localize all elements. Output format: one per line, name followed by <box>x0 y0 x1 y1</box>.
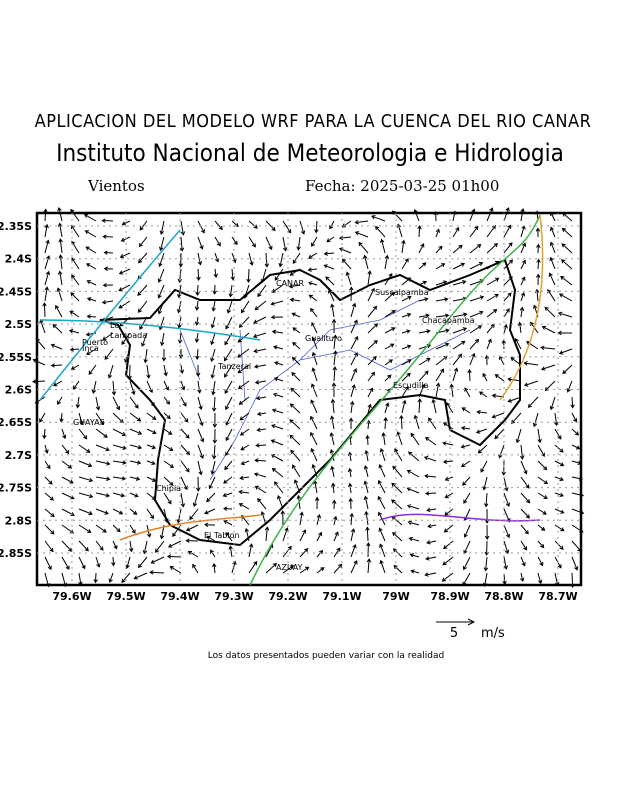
lon-label: 79.3W <box>214 590 253 603</box>
streamline <box>499 214 544 401</box>
place-label: Tanzeral <box>217 362 251 371</box>
lat-label: 2.85S <box>0 547 32 560</box>
lon-label: 78.8W <box>484 590 523 603</box>
lat-label: 2.8S <box>5 514 32 527</box>
variable: Vientos <box>87 177 145 195</box>
lon-label: 79W <box>382 590 409 603</box>
lon-label: 79.2W <box>268 590 307 603</box>
lat-label: 2.4S <box>5 253 32 266</box>
lon-label: 79.6W <box>52 590 91 603</box>
basin-boundary <box>99 258 521 547</box>
lon-label: 78.9W <box>430 590 469 603</box>
lon-label: 79.4W <box>160 590 199 603</box>
lat-label: 2.7S <box>5 449 32 462</box>
wind-arrows <box>32 206 585 588</box>
subtitle: Instituto Nacional de Meteorologia e Hid… <box>56 139 564 167</box>
streamline <box>379 513 541 522</box>
lon-label: 79.5W <box>106 590 145 603</box>
place-label: CANAR <box>276 279 305 288</box>
lat-label: 2.45S <box>0 285 32 298</box>
place-label: El Tablon <box>204 531 240 540</box>
streamline <box>119 514 261 541</box>
place-label: Lo <box>110 321 119 330</box>
lat-label: 2.5S <box>5 318 32 331</box>
streamline <box>39 319 261 341</box>
lon-label: 79.1W <box>322 590 361 603</box>
date: Fecha: 2025-03-25 01h00 <box>305 177 499 195</box>
place-label: AZUAY <box>276 563 303 572</box>
streamline <box>249 214 541 586</box>
lat-label: 2.35S <box>0 220 32 233</box>
place-label: Chipia <box>156 484 181 493</box>
footer-note: Los datos presentados pueden variar con … <box>208 651 445 661</box>
map-frame <box>35 211 583 587</box>
map <box>32 206 585 588</box>
place-label: Puerto <box>82 338 108 347</box>
lat-label: 2.65S <box>0 416 32 429</box>
legend-arrow-head <box>467 618 476 626</box>
place-label: GUAYAS <box>73 418 105 427</box>
lon-label: 78.7W <box>538 590 577 603</box>
place-label: Escudilla <box>393 381 428 390</box>
place-label: Chacapamba <box>422 316 475 325</box>
legend-unit: m/s <box>481 626 505 641</box>
place-label: Suscalpamba <box>375 288 429 297</box>
place-label: Inca <box>82 344 99 353</box>
place-label: Guallturo <box>305 334 342 343</box>
place-label: Lampada <box>110 331 147 340</box>
legend-value: 5 <box>450 626 458 641</box>
title: APLICACION DEL MODELO WRF PARA LA CUENCA… <box>35 111 592 132</box>
lat-label: 2.6S <box>5 384 32 397</box>
lat-label: 2.75S <box>0 482 32 495</box>
lat-label: 2.55S <box>0 351 32 364</box>
